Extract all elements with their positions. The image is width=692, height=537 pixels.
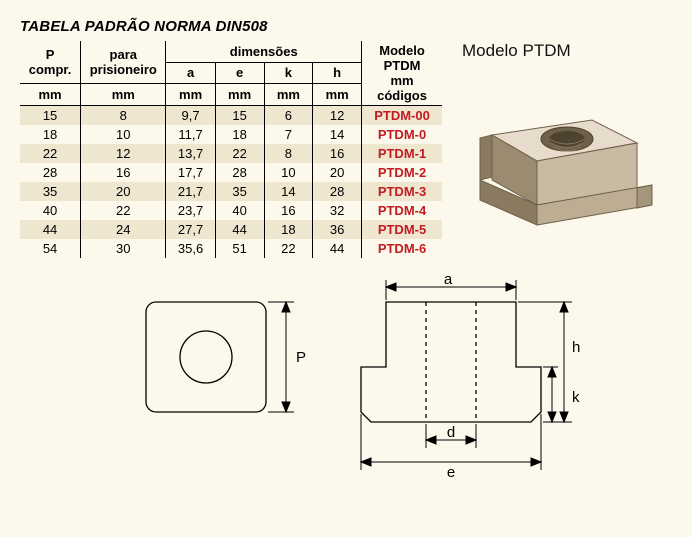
- code-cell: PTDM-00: [362, 106, 442, 126]
- value-cell: 22: [81, 201, 166, 220]
- dim-d-label: d: [447, 424, 455, 441]
- value-cell: 54: [20, 239, 81, 258]
- value-cell: 40: [215, 201, 264, 220]
- code-cell: PTDM-3: [362, 182, 442, 201]
- value-cell: 14: [313, 125, 362, 144]
- table-row: 281617,7281020PTDM-2: [20, 163, 442, 182]
- value-cell: 35: [215, 182, 264, 201]
- value-cell: 12: [81, 144, 166, 163]
- table-row: 1589,715612PTDM-00: [20, 106, 442, 126]
- unit-mm: mm: [264, 84, 313, 106]
- value-cell: 11,7: [166, 125, 215, 144]
- value-cell: 23,7: [166, 201, 215, 220]
- value-cell: 22: [264, 239, 313, 258]
- unit-mm: mm: [166, 84, 215, 106]
- col-k-header: k: [264, 62, 313, 84]
- value-cell: 30: [81, 239, 166, 258]
- value-cell: 10: [264, 163, 313, 182]
- table-row: 221213,722816PTDM-1: [20, 144, 442, 163]
- value-cell: 16: [264, 201, 313, 220]
- dim-P-label: P: [296, 349, 306, 366]
- value-cell: 17,7: [166, 163, 215, 182]
- value-cell: 7: [264, 125, 313, 144]
- value-cell: 20: [81, 182, 166, 201]
- col-prisio-header: paraprisioneiro: [81, 41, 166, 84]
- value-cell: 16: [81, 163, 166, 182]
- value-cell: 15: [20, 106, 81, 126]
- value-cell: 22: [215, 144, 264, 163]
- code-cell: PTDM-2: [362, 163, 442, 182]
- value-cell: 8: [81, 106, 166, 126]
- value-cell: 16: [313, 144, 362, 163]
- dim-h-label: h: [572, 339, 580, 356]
- dim-k-label: k: [572, 389, 580, 406]
- value-cell: 32: [313, 201, 362, 220]
- code-cell: PTDM-0: [362, 125, 442, 144]
- unit-mm: mm: [81, 84, 166, 106]
- value-cell: 15: [215, 106, 264, 126]
- value-cell: 40: [20, 201, 81, 220]
- value-cell: 6: [264, 106, 313, 126]
- table-row: 442427,7441836PTDM-5: [20, 220, 442, 239]
- value-cell: 9,7: [166, 106, 215, 126]
- value-cell: 35,6: [166, 239, 215, 258]
- value-cell: 22: [20, 144, 81, 163]
- code-cell: PTDM-1: [362, 144, 442, 163]
- col-p-header: Pcompr.: [20, 41, 81, 84]
- value-cell: 24: [81, 220, 166, 239]
- dimension-diagram-icon: P a h: [86, 272, 606, 482]
- value-cell: 51: [215, 239, 264, 258]
- value-cell: 12: [313, 106, 362, 126]
- value-cell: 10: [81, 125, 166, 144]
- page-title: TABELA PADRÃO NORMA DIN508: [20, 18, 672, 35]
- col-dim-header: dimensões: [166, 41, 362, 62]
- code-cell: PTDM-4: [362, 201, 442, 220]
- value-cell: 44: [215, 220, 264, 239]
- code-cell: PTDM-6: [362, 239, 442, 258]
- value-cell: 44: [20, 220, 81, 239]
- value-cell: 14: [264, 182, 313, 201]
- value-cell: 18: [20, 125, 81, 144]
- value-cell: 18: [264, 220, 313, 239]
- value-cell: 28: [20, 163, 81, 182]
- col-model-header: Modelo PTDM mm códigos: [362, 41, 442, 106]
- value-cell: 13,7: [166, 144, 215, 163]
- value-cell: 21,7: [166, 182, 215, 201]
- value-cell: 44: [313, 239, 362, 258]
- table-row: 352021,7351428PTDM-3: [20, 182, 442, 201]
- value-cell: 36: [313, 220, 362, 239]
- value-cell: 18: [215, 125, 264, 144]
- col-e-header: e: [215, 62, 264, 84]
- table-row: 402223,7401632PTDM-4: [20, 201, 442, 220]
- spec-table: Pcompr. paraprisioneiro dimensões Modelo…: [20, 41, 442, 258]
- dim-e-label: e: [447, 464, 455, 481]
- value-cell: 35: [20, 182, 81, 201]
- code-cell: PTDM-5: [362, 220, 442, 239]
- value-cell: 20: [313, 163, 362, 182]
- value-cell: 27,7: [166, 220, 215, 239]
- col-h-header: h: [313, 62, 362, 84]
- unit-mm: mm: [313, 84, 362, 106]
- value-cell: 28: [215, 163, 264, 182]
- dim-a-label: a: [444, 272, 453, 288]
- product-render-icon: [462, 65, 672, 235]
- value-cell: 28: [313, 182, 362, 201]
- table-row: 543035,6512244PTDM-6: [20, 239, 442, 258]
- table-row: 181011,718714PTDM-0: [20, 125, 442, 144]
- value-cell: 8: [264, 144, 313, 163]
- product-label: Modelo PTDM: [462, 41, 672, 61]
- col-a-header: a: [166, 62, 215, 84]
- unit-mm: mm: [215, 84, 264, 106]
- unit-mm: mm: [20, 84, 81, 106]
